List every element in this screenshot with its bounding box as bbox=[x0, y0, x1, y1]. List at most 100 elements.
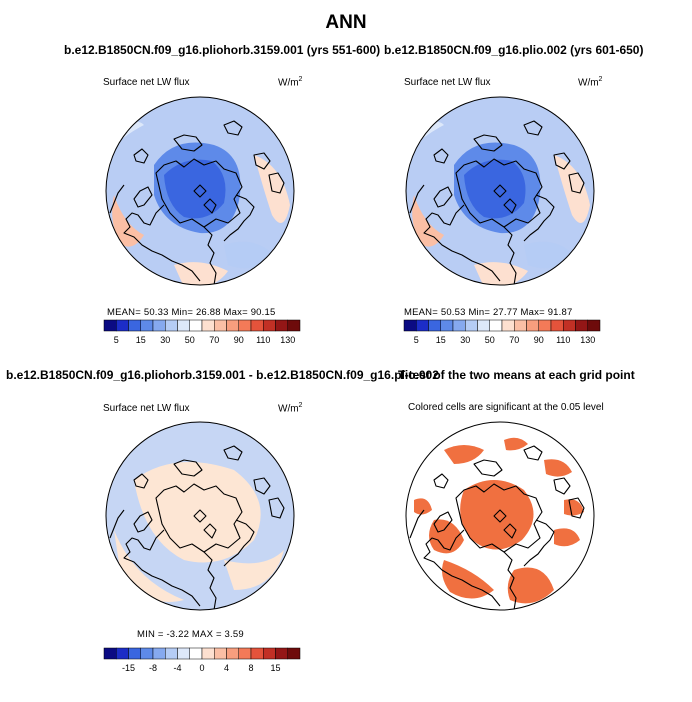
map-3-coastlines bbox=[109, 445, 285, 610]
colorbar-3-cell-15 bbox=[287, 647, 301, 660]
panel-4-note: Colored cells are significant at the 0.0… bbox=[408, 402, 604, 413]
colorbar-1-cell-7 bbox=[189, 319, 203, 332]
map-3-border bbox=[105, 421, 295, 611]
panel-1-variable-label: Surface net LW flux bbox=[103, 77, 190, 88]
colorbar-1-cell-15 bbox=[287, 319, 301, 332]
map-4-coastline-2 bbox=[503, 551, 517, 610]
map-4-coastline-3 bbox=[523, 519, 555, 567]
colorbar-2-cell-11 bbox=[538, 319, 552, 332]
map-1-coastline-7 bbox=[253, 152, 271, 170]
colorbar-3-label-0: -15 bbox=[122, 663, 135, 673]
colorbar-1-cell-4 bbox=[152, 319, 166, 332]
panel-2-units-exp: 2 bbox=[598, 76, 603, 83]
colorbar-2-label-4: 70 bbox=[509, 335, 519, 345]
colorbar-2-cell-2 bbox=[428, 319, 441, 332]
map-3-coastline-5 bbox=[173, 459, 203, 477]
panel-3-title: b.e12.B1850CN.f09_g16.pliohorb.3159.001 … bbox=[6, 368, 439, 382]
map-3-coastline-12 bbox=[193, 509, 207, 523]
map-4-coastline-4 bbox=[433, 511, 453, 533]
panel-3-variable-label: Surface net LW flux bbox=[103, 403, 190, 414]
map-2-coastline-11 bbox=[503, 198, 517, 214]
colorbar-2-label-0: 5 bbox=[414, 335, 419, 345]
map-1-coastline-5 bbox=[173, 134, 203, 152]
colorbar-2-cell-9 bbox=[514, 319, 527, 332]
map-4-significant-region-4 bbox=[444, 445, 484, 464]
map-2-coastline-0 bbox=[455, 158, 543, 228]
map-4-coastline-7 bbox=[553, 477, 571, 495]
map-2-coastline-3 bbox=[523, 194, 555, 242]
map-4-significant-region-2 bbox=[442, 560, 494, 599]
colorbar-3-cell-7 bbox=[189, 647, 203, 660]
panel-3-colorbar: -15 -8 -4 0 4 8 15 bbox=[103, 647, 301, 673]
colorbar-1-label-1: 15 bbox=[136, 335, 146, 345]
map-2-coastline-10 bbox=[409, 184, 425, 214]
map-1-region-5 bbox=[106, 121, 144, 155]
colorbar-3-cell-3 bbox=[140, 647, 154, 660]
map-3-coastline-3 bbox=[223, 519, 255, 567]
colorbar-1-cell-11 bbox=[238, 319, 252, 332]
map-3-coastline-4 bbox=[133, 511, 153, 533]
colorbar-3-cell-4 bbox=[152, 647, 166, 660]
map-1-coastline-10 bbox=[109, 184, 125, 214]
colorbar-3-label-4: 4 bbox=[224, 663, 229, 673]
map-4-significant-region-7 bbox=[504, 437, 528, 451]
colorbar-3-cell-11 bbox=[238, 647, 252, 660]
colorbar-2-cell-4 bbox=[452, 319, 466, 332]
map-3-coastline-10 bbox=[109, 509, 125, 539]
colorbar-1-cell-1 bbox=[116, 319, 129, 332]
map-2-coastline-2 bbox=[503, 226, 517, 285]
map-2-coastline-6 bbox=[523, 120, 543, 136]
panel-1-stats: MEAN= 50.33 Min= 26.88 Max= 90.15 bbox=[107, 307, 276, 318]
panel-2-units: W/m2 bbox=[578, 76, 602, 88]
map-1-coastline-2 bbox=[203, 226, 217, 285]
panel-3-units: W/m2 bbox=[278, 402, 302, 414]
colorbar-2-label-1: 15 bbox=[436, 335, 446, 345]
colorbar-2-cell-1 bbox=[416, 319, 429, 332]
map-4-significant-region-3 bbox=[507, 567, 554, 604]
colorbar-3-label-2: -4 bbox=[173, 663, 181, 673]
colorbar-1-label-5: 90 bbox=[234, 335, 244, 345]
map-4-significant-region-1 bbox=[429, 519, 464, 554]
colorbar-1-label-3: 50 bbox=[185, 335, 195, 345]
map-3-region-2 bbox=[224, 550, 284, 590]
map-1-region-2 bbox=[112, 195, 144, 247]
panel-1-colorbar: 5 15 30 50 70 90 110 130 bbox=[103, 319, 301, 345]
map-4-coastline-5 bbox=[473, 459, 503, 477]
colorbar-2-cell-7 bbox=[489, 319, 503, 332]
panel-1-units-exp: 2 bbox=[298, 76, 303, 83]
panel-2-map bbox=[405, 96, 595, 286]
colorbar-3-cell-0 bbox=[103, 647, 117, 660]
colorbar-3-cell-14 bbox=[275, 647, 288, 660]
panel-3-map bbox=[105, 421, 295, 611]
colorbar-1-cell-10 bbox=[226, 319, 239, 332]
colorbar-1-cell-13 bbox=[263, 319, 276, 332]
colorbar-2-cell-12 bbox=[550, 319, 564, 332]
map-1-coastline-9 bbox=[133, 148, 149, 164]
map-1-border bbox=[105, 96, 295, 286]
colorbar-1-cell-5 bbox=[165, 319, 178, 332]
map-3-coastline-11 bbox=[203, 523, 217, 539]
panel-2-title: b.e12.B1850CN.f09_g16.plio.002 (yrs 601-… bbox=[384, 43, 644, 57]
map-4-border bbox=[405, 421, 595, 611]
map-4-significant-region-6 bbox=[554, 528, 580, 547]
map-2-coastline-4 bbox=[433, 186, 453, 208]
map-1-coastline-8 bbox=[268, 172, 285, 194]
panel-3-stats: MIN = -3.22 MAX = 3.59 bbox=[137, 629, 244, 640]
colorbar-3-cell-13 bbox=[263, 647, 276, 660]
map-2-coastline-9 bbox=[433, 148, 449, 164]
map-4-coastline-11 bbox=[503, 523, 517, 539]
colorbar-3-cell-8 bbox=[201, 647, 215, 660]
map-2-border bbox=[405, 96, 595, 286]
map-3-coastline-2 bbox=[203, 551, 217, 610]
colorbar-2-cell-14 bbox=[575, 319, 588, 332]
map-4-coastline-9 bbox=[433, 473, 449, 489]
map-1-coastlines bbox=[109, 120, 285, 285]
colorbar-1-label-6: 110 bbox=[256, 335, 270, 345]
map-2-region-1 bbox=[464, 159, 526, 219]
panel-4-title: T-test of the two means at each grid poi… bbox=[398, 368, 635, 382]
colorbar-3-cell-1 bbox=[116, 647, 129, 660]
panel-2-stats: MEAN= 50.53 Min= 27.77 Max= 91.87 bbox=[404, 307, 573, 318]
map-4-coastline-8 bbox=[568, 497, 585, 519]
colorbar-2-label-5: 90 bbox=[534, 335, 544, 345]
map-1-coastline-0 bbox=[155, 158, 243, 228]
